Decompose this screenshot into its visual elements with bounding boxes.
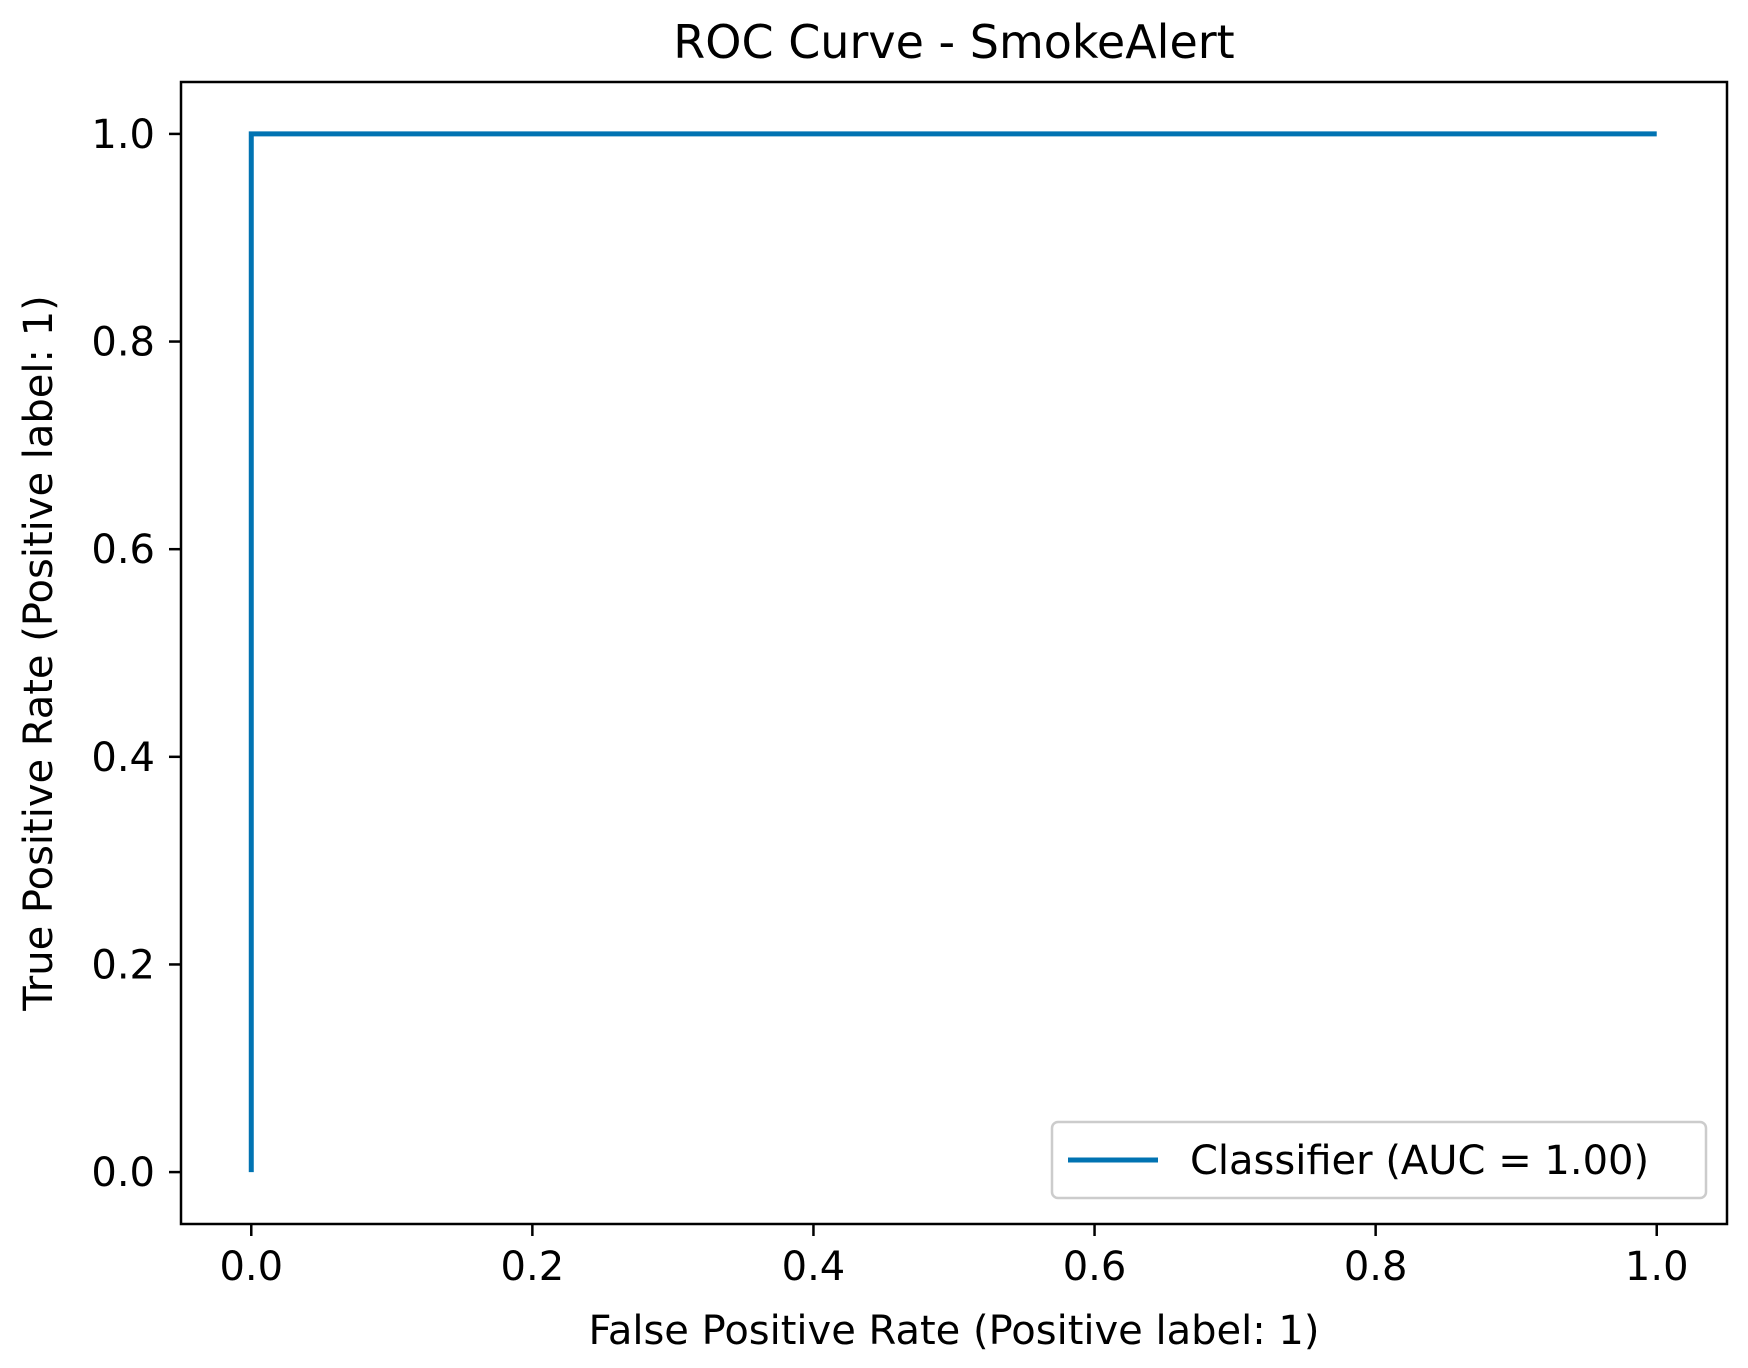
x-tick-label: 0.4: [782, 1244, 846, 1290]
y-tick-label: 0.2: [91, 942, 155, 988]
x-tick-label: 0.6: [1063, 1244, 1127, 1290]
x-axis-ticks: 0.0 0.2 0.4 0.6 0.8 1.0: [219, 1224, 1689, 1290]
plot-area: [248, 131, 1657, 1173]
x-tick-label: 0.0: [219, 1244, 283, 1290]
series-line-0: [248, 131, 1657, 1173]
y-tick-label: 0.0: [91, 1150, 155, 1196]
x-tick-label: 0.2: [501, 1244, 565, 1290]
y-tick-label: 1.0: [91, 112, 155, 158]
x-axis-label: False Positive Rate (Positive label: 1): [589, 1308, 1320, 1354]
axes-frame: [179, 80, 1729, 1226]
x-tick-label: 0.8: [1344, 1244, 1408, 1290]
legend-box: [1050, 1120, 1708, 1200]
legend-label: Classifier (AUC = 1.00): [1190, 1138, 1649, 1184]
x-tick-label: 1.0: [1625, 1244, 1689, 1290]
y-axis-ticks: 0.0 0.2 0.4 0.6 0.8 1.0: [91, 112, 181, 1196]
y-tick-label: 0.4: [91, 735, 155, 781]
y-axis-label: True Positive Rate (Positive label: 1): [16, 295, 62, 1012]
y-tick-label: 0.6: [91, 527, 155, 573]
legend: Classifier (AUC = 1.00): [1050, 1120, 1708, 1200]
y-tick-label: 0.8: [91, 320, 155, 366]
chart-title: ROC Curve - SmokeAlert: [673, 15, 1234, 69]
